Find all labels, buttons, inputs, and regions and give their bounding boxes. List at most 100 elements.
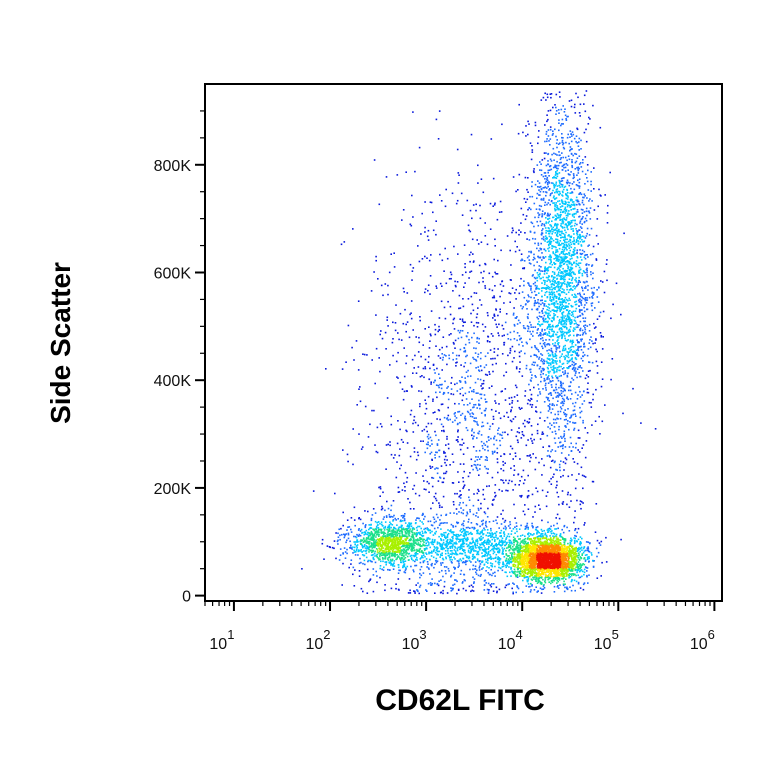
- event-dot: [504, 541, 506, 544]
- event-dot: [555, 535, 557, 537]
- event-dot: [518, 567, 520, 569]
- event-dot: [474, 542, 476, 544]
- event-dot: [562, 259, 564, 261]
- event-dot: [578, 270, 580, 273]
- event-dot: [496, 218, 499, 221]
- event-dot: [532, 330, 534, 333]
- event-dot: [375, 548, 378, 550]
- event-dot: [513, 474, 515, 476]
- event-dot: [567, 542, 569, 545]
- event-dot: [427, 361, 430, 363]
- event-dot: [465, 398, 468, 400]
- event-dot: [569, 136, 571, 138]
- event-dot: [428, 552, 430, 555]
- event-dot: [378, 203, 381, 206]
- event-dot: [384, 509, 386, 512]
- event-dot: [504, 519, 507, 522]
- event-dot: [543, 314, 546, 317]
- event-dot: [412, 422, 414, 425]
- event-dot: [571, 363, 573, 366]
- event-dot: [487, 551, 490, 554]
- event-dot: [544, 542, 546, 544]
- event-dot: [556, 366, 559, 369]
- event-dot: [550, 240, 553, 243]
- event-dot: [505, 557, 508, 560]
- event-dot: [347, 460, 349, 463]
- event-dot: [475, 292, 478, 294]
- event-dot: [559, 203, 561, 205]
- event-dot: [570, 187, 572, 190]
- event-dot: [538, 541, 540, 544]
- event-dot: [465, 538, 468, 540]
- event-dot: [426, 257, 428, 259]
- event-dot: [565, 253, 567, 255]
- event-dot: [505, 549, 507, 552]
- event-dot: [434, 492, 437, 495]
- event-dot: [479, 549, 481, 551]
- event-dot: [548, 169, 551, 171]
- event-dot: [382, 538, 384, 540]
- event-dot: [397, 532, 400, 535]
- event-dot: [472, 586, 474, 588]
- event-dot: [549, 403, 551, 405]
- event-dot: [403, 560, 405, 563]
- event-dot: [562, 390, 564, 393]
- event-dot: [477, 546, 480, 549]
- event-dot: [544, 557, 547, 559]
- event-dot: [414, 492, 417, 495]
- event-dot: [410, 409, 413, 412]
- event-dot: [384, 525, 387, 528]
- event-dot: [439, 253, 441, 256]
- event-dot: [607, 204, 609, 207]
- event-dot: [408, 534, 411, 537]
- event-dot: [521, 375, 524, 377]
- event-dot: [533, 386, 535, 389]
- event-dot: [568, 158, 571, 161]
- event-dot: [379, 555, 381, 558]
- event-dot: [524, 176, 527, 179]
- event-dot: [551, 292, 554, 295]
- event-dot: [453, 583, 456, 586]
- event-dot: [601, 561, 603, 564]
- event-dot: [573, 409, 576, 411]
- event-dot: [438, 571, 441, 573]
- event-dot: [500, 523, 503, 525]
- event-dot: [487, 590, 490, 592]
- event-dot: [492, 205, 494, 207]
- event-dot: [491, 385, 493, 387]
- event-dot: [469, 568, 471, 571]
- event-dot: [525, 556, 527, 558]
- event-dot: [381, 505, 383, 508]
- event-dot: [528, 239, 531, 241]
- event-dot: [397, 527, 400, 530]
- event-dot: [488, 521, 491, 523]
- event-dot: [603, 270, 606, 273]
- event-dot: [586, 271, 588, 274]
- event-dot: [558, 463, 561, 466]
- event-dot: [423, 480, 425, 482]
- event-dot: [415, 584, 417, 586]
- event-dot: [366, 546, 369, 548]
- event-dot: [436, 547, 438, 549]
- event-dot: [555, 345, 557, 347]
- event-dot: [574, 112, 577, 114]
- event-dot: [520, 259, 522, 262]
- event-dot: [584, 297, 587, 299]
- event-dot: [572, 204, 574, 206]
- event-dot: [539, 508, 541, 510]
- event-dot: [550, 575, 553, 578]
- event-dot: [537, 244, 540, 246]
- event-dot: [444, 552, 447, 555]
- event-dot: [545, 191, 548, 194]
- event-dot: [476, 529, 478, 532]
- event-dot: [530, 250, 532, 253]
- event-dot: [560, 234, 562, 236]
- event-dot: [460, 528, 462, 530]
- event-dot: [578, 187, 581, 189]
- event-dot: [566, 245, 569, 248]
- event-dot: [467, 475, 470, 478]
- event-dot: [572, 339, 574, 342]
- event-dot: [571, 321, 573, 323]
- event-dot: [552, 545, 555, 547]
- event-dot: [347, 537, 350, 540]
